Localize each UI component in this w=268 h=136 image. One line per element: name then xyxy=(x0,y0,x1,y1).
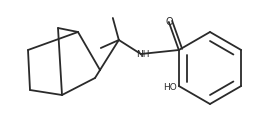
Text: O: O xyxy=(165,17,173,27)
Text: HO: HO xyxy=(163,83,177,92)
Text: NH: NH xyxy=(136,50,150,59)
